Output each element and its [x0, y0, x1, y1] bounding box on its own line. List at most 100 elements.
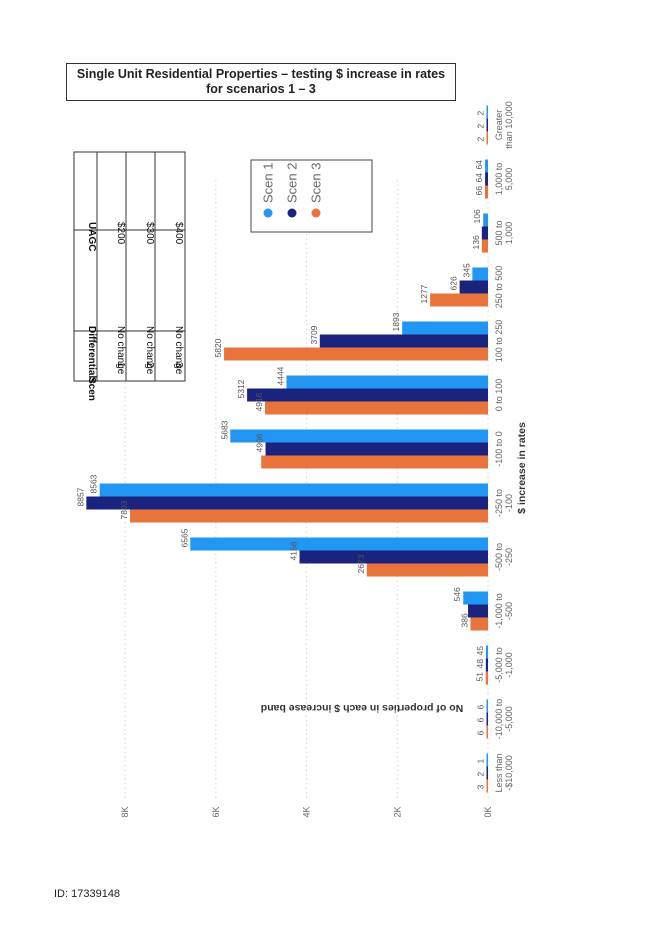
- bar-scen1-cat3: [463, 591, 488, 605]
- bar-scen3-cat9: [430, 293, 488, 307]
- table-cell-diff-2: No change: [144, 326, 155, 375]
- category-tick-line: -250: [504, 548, 514, 566]
- category-tick-line: -250 to: [494, 489, 504, 517]
- legend-swatch-scen1: [263, 208, 273, 218]
- value-tick-label: 6K: [211, 806, 221, 817]
- bar-scen3-cat1: [486, 725, 488, 739]
- bar-scen1-cat12: [486, 105, 488, 119]
- bar-scen2-cat3: [468, 604, 488, 618]
- table-cell-uagc-1: $200: [115, 222, 126, 245]
- data-label: 5820: [213, 338, 223, 357]
- data-label: 51: [475, 672, 485, 682]
- data-label: 626: [449, 276, 459, 290]
- data-label: 546: [452, 587, 462, 601]
- category-tick-line: 1,000 to: [494, 163, 504, 196]
- category-tick-line: Greater: [494, 110, 504, 141]
- value-tick-label: 2K: [392, 806, 402, 817]
- bar-scen2-cat0: [486, 766, 488, 780]
- data-labels: 1236664548515463866565415626738563885778…: [75, 111, 485, 790]
- table-cell-scen-3: 3: [173, 362, 184, 368]
- bar-scen1-cat7: [286, 375, 488, 389]
- data-label: 4906: [255, 433, 265, 452]
- data-label: 6565: [179, 528, 189, 547]
- table-cell-uagc-2: $300: [144, 222, 155, 245]
- category-tick-label: -10,000 to -5,000: [494, 699, 514, 740]
- value-tick-label: 8K: [120, 806, 130, 817]
- table-cell-scen-1: 1: [115, 362, 126, 368]
- category-tick-line: -$10,000: [504, 755, 514, 791]
- table-cell-diff-1: No change: [115, 326, 126, 375]
- bar-scen1-cat2: [485, 645, 488, 659]
- category-tick-line: -5,000: [504, 706, 514, 732]
- bar-scen2-cat5: [86, 496, 488, 510]
- bar-scen3-cat12: [486, 131, 488, 145]
- y-axis-title: No of properties in each $ increase band: [261, 702, 463, 714]
- bar-scen2-cat6: [265, 442, 488, 456]
- category-tick-label: -100 to 0: [494, 431, 504, 467]
- category-tick-line: Less than: [494, 753, 504, 792]
- table-header-scen: Scen: [86, 377, 97, 401]
- table-cell-uagc-3: $400: [173, 222, 184, 245]
- report-title-line1: Single Unit Residential Properties – tes…: [76, 67, 446, 81]
- bar-scen2-cat1: [486, 712, 488, 726]
- data-label: 386: [459, 613, 469, 627]
- category-tick-line: 250 to 500: [494, 266, 504, 309]
- bar-scen3-cat10: [481, 239, 488, 253]
- bar-scen2-cat2: [485, 658, 488, 672]
- data-label: 2: [476, 124, 486, 129]
- legend-item-scen1: Scen 1: [261, 163, 276, 218]
- table-cell-scen-2: 2: [144, 362, 155, 368]
- bar-scen3-cat5: [130, 509, 489, 523]
- category-tick-line: 5,000: [504, 168, 514, 191]
- data-label: 7893: [119, 500, 129, 519]
- legend: Scen 1 Scen 2 Scen 3: [250, 159, 373, 233]
- document-id: ID: 17339148: [54, 888, 121, 900]
- data-label: 8857: [75, 487, 85, 506]
- bar-scen3-cat11: [485, 185, 488, 199]
- bar-scen1-cat8: [402, 321, 488, 335]
- legend-swatch-scen2: [287, 208, 297, 218]
- category-tick-label: -5,000 to -1,000: [494, 647, 514, 683]
- scenario-table: Scen Differentials UAGC 1 No change $200…: [73, 151, 186, 401]
- category-tick-line: -100: [504, 494, 514, 512]
- data-label: 3: [476, 785, 486, 790]
- data-label: 64: [474, 173, 484, 183]
- bar-scen2-cat11: [485, 172, 488, 186]
- bar-scen1-cat4: [190, 537, 488, 551]
- category-tick-label: 0 to 100: [494, 379, 504, 412]
- bar-scen1-cat0: [486, 753, 488, 767]
- value-tick-label: 0K: [483, 806, 493, 817]
- bar-scen2-cat4: [299, 550, 488, 564]
- category-tick-label: Greater than 10,000: [494, 101, 514, 149]
- x-axis-title: $ increase in rates: [516, 422, 528, 514]
- category-tick-line: -1,000: [504, 652, 514, 678]
- bar-scen1-cat1: [486, 699, 488, 713]
- category-tick-label: 500 to 1,000: [494, 220, 514, 245]
- category-tick-line: -1,000 to: [494, 593, 504, 629]
- bar-scen3-cat7: [265, 401, 488, 415]
- category-tick-line: 1,000: [504, 222, 514, 245]
- category-tick-line: 500 to: [494, 220, 504, 245]
- bar-scen1-cat9: [472, 267, 488, 281]
- bar-scen2-cat12: [486, 118, 488, 132]
- legend-swatch-scen3: [311, 208, 321, 218]
- bar-scen1-cat10: [483, 213, 488, 227]
- category-tick-label: -500 to -250: [494, 543, 514, 571]
- category-tick-line: than 10,000: [504, 101, 514, 149]
- category-tick-line: -500: [504, 602, 514, 620]
- data-label: 2: [476, 772, 486, 777]
- report-title-line2: for scenarios 1 – 3: [206, 82, 316, 96]
- bar-scen3-cat6: [261, 455, 488, 469]
- bar-scen3-cat2: [485, 671, 488, 685]
- bar-scen2-cat7: [247, 388, 488, 402]
- bar-scen3-cat8: [224, 347, 489, 361]
- category-tick-label: -1,000 to -500: [494, 593, 514, 629]
- table-header-differentials: Differentials: [86, 326, 97, 384]
- data-label: 4916: [254, 392, 264, 411]
- category-tick-label: Less than -$10,000: [494, 753, 514, 792]
- data-label: 6: [476, 718, 486, 723]
- category-tick-line: -100 to 0: [494, 431, 504, 467]
- legend-item-scen3: Scen 3: [309, 163, 324, 218]
